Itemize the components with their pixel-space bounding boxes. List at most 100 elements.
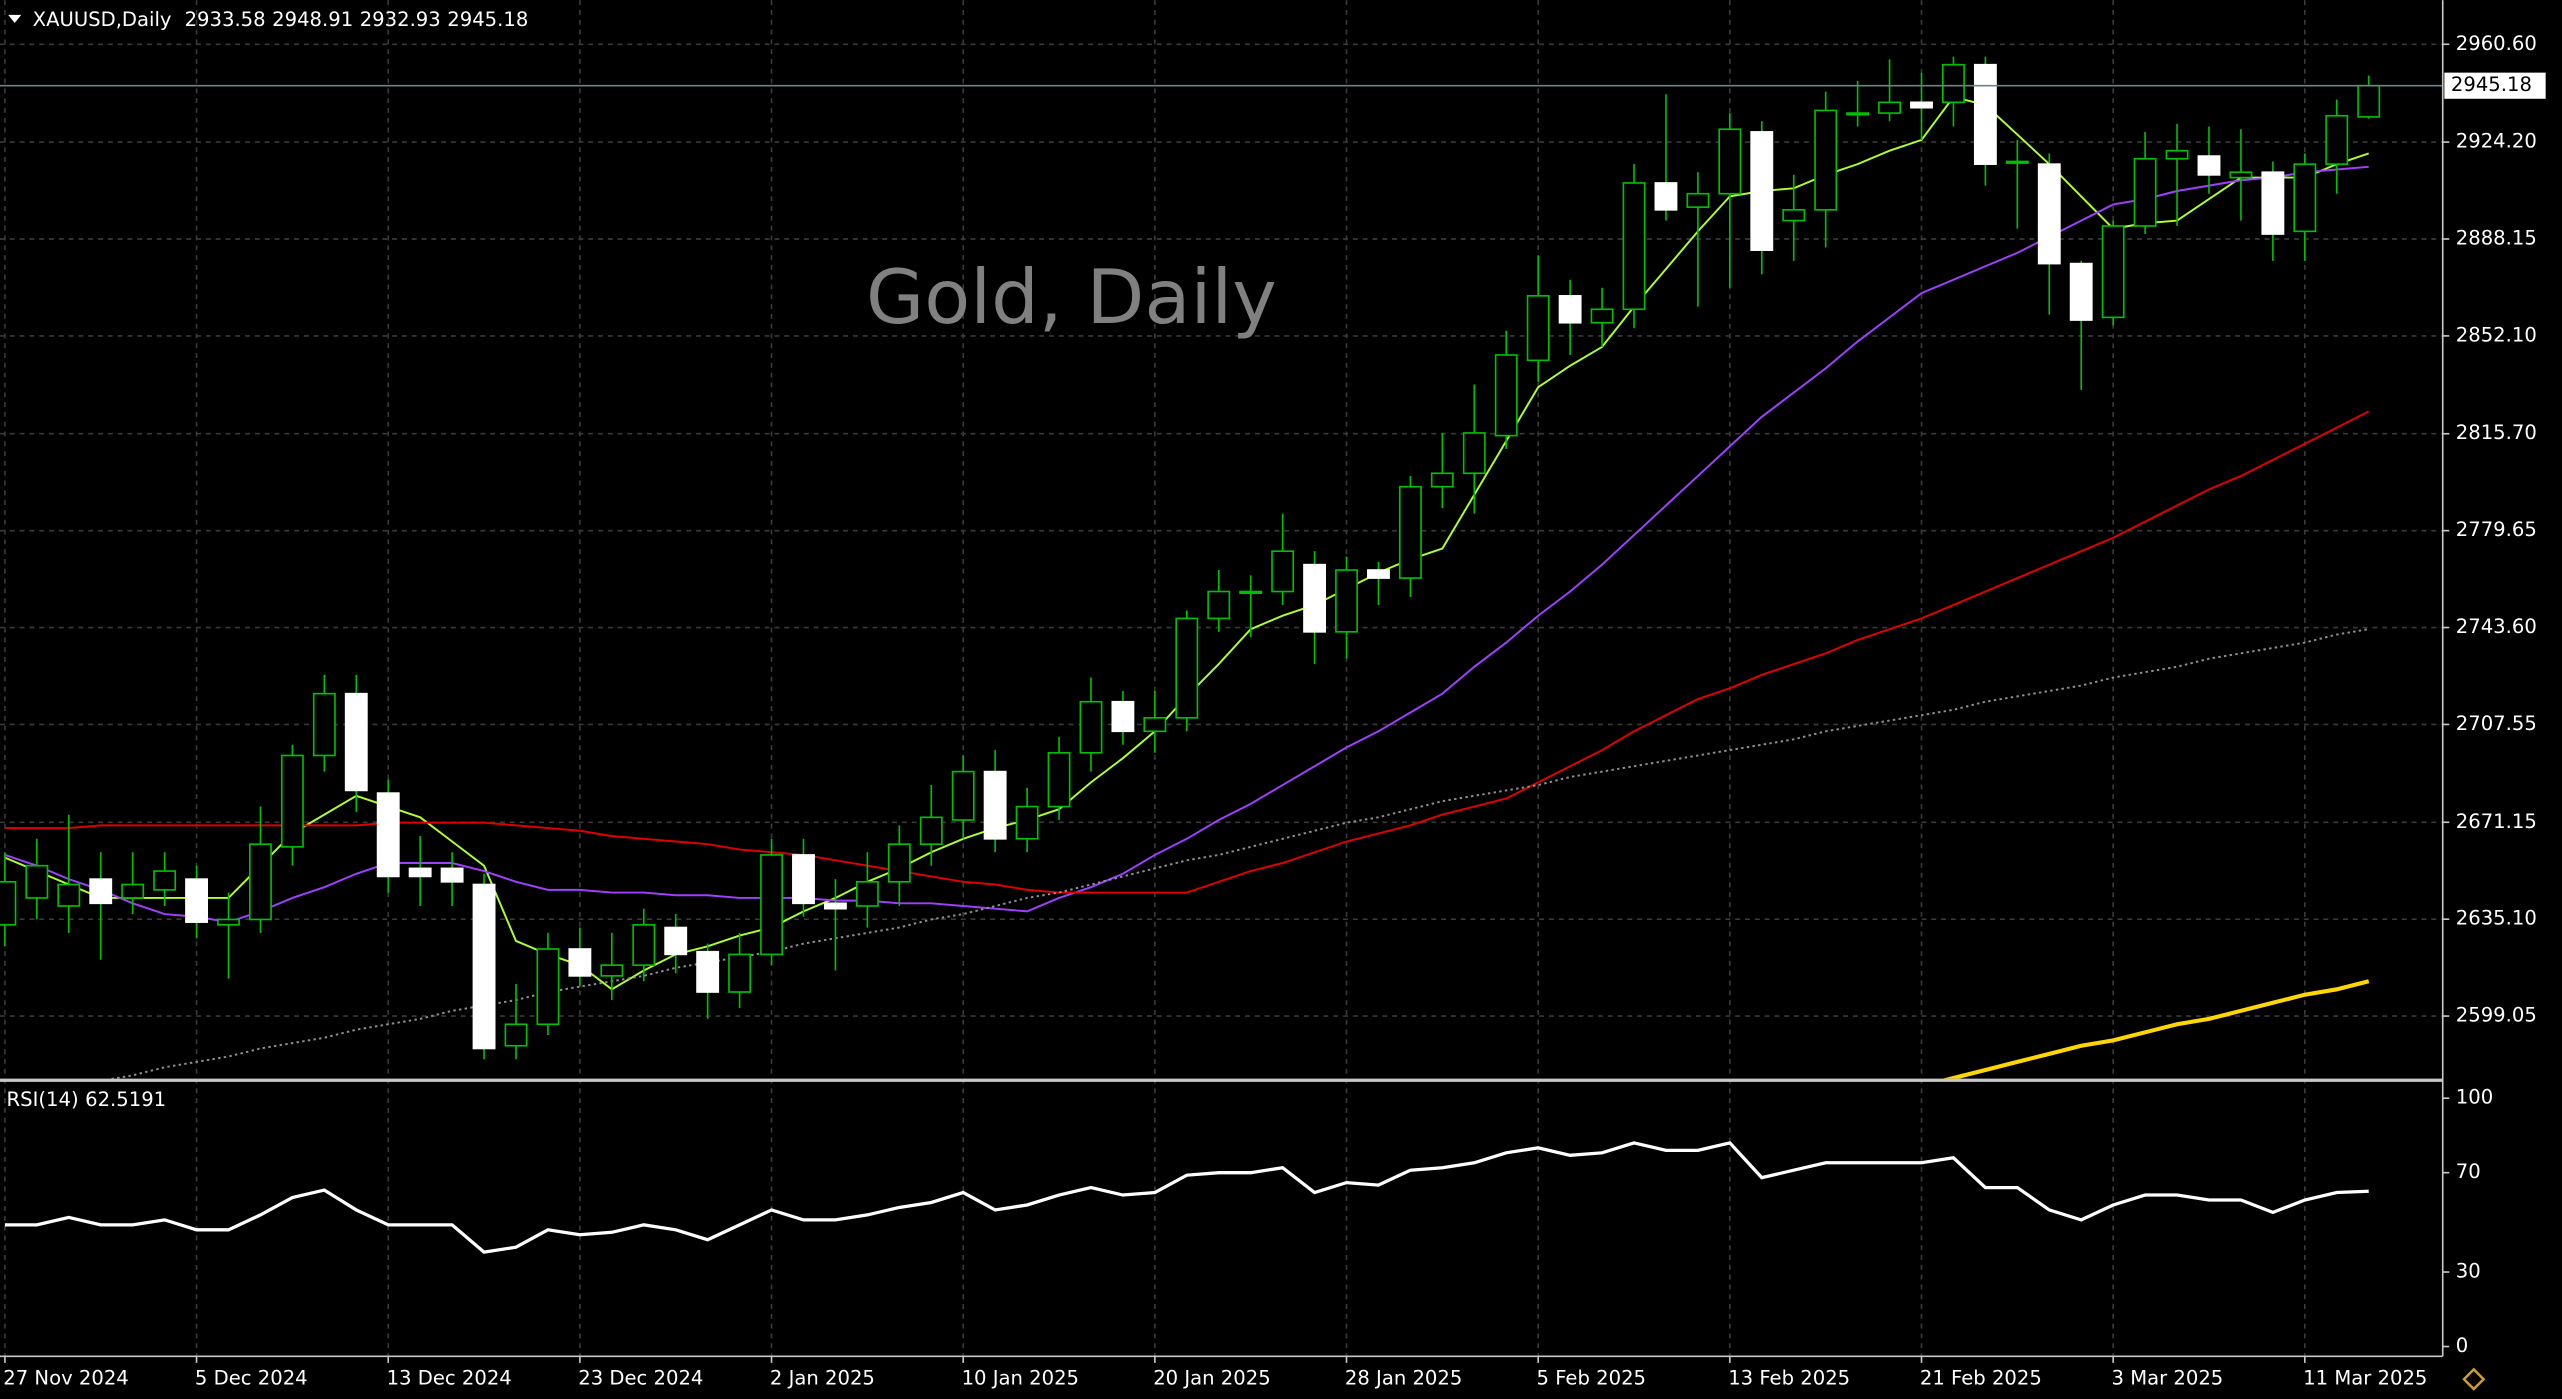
x-tick-label: 13 Feb 2025 [1728,1367,1850,1390]
candle-body-up [25,864,49,899]
candle-body-up [1782,209,1806,222]
rsi-header: RSI(14) 62.5191 [7,1087,167,1110]
candle-body-up [1335,569,1358,633]
candle-body-down [823,902,847,910]
candle-body-up [2229,171,2253,179]
candle-body-up [2165,149,2189,160]
x-tick-label: 2 Jan 2025 [770,1367,875,1390]
moving-average [1942,979,2370,1079]
candle-body-up [1079,700,1103,754]
candle-body-up [1398,485,1422,579]
candle-body-up [632,924,656,966]
x-tick-label: 11 Mar 2025 [2303,1367,2427,1390]
candle-body-up [1271,550,1295,593]
x-tick-label: 5 Dec 2024 [195,1367,308,1390]
candle-body-up [1942,63,1965,104]
candle-body-up [951,770,975,821]
y-tick-label: 100 [2456,1086,2493,1109]
candle-body-up [249,843,272,921]
candle-body-down [185,878,208,923]
grid [0,0,2443,1357]
symbol: XAUUSD,Daily [33,7,172,30]
candle-body-down [1558,295,1582,324]
y-tick-label: 2852.10 [2456,323,2537,346]
rsi-value: 62.5191 [85,1087,166,1110]
candle-body-up [153,870,177,891]
moving-average [107,628,2369,1079]
x-tick-label: 23 Dec 2024 [578,1367,703,1390]
candle-body-up [1526,295,1550,362]
candle-body-down [376,792,400,878]
candle-body-up [1015,805,1039,840]
candle-body-up [1846,112,1870,116]
candle-body-down [1367,569,1390,579]
candle-body-up [1239,590,1263,594]
candle-body-down [1910,101,1933,109]
x-tick-label: 10 Jan 2025 [962,1367,1079,1390]
candle-body-up [2005,160,2029,164]
x-tick-label: 5 Feb 2025 [1537,1367,1646,1390]
candle-body-up [1207,590,1231,620]
y-tick-label: 2743.60 [2456,615,2537,638]
low-value: 2932.93 [360,7,441,30]
candle-body-down [983,770,1007,840]
candle-body-up [1590,308,1614,324]
collapse-icon[interactable] [8,14,22,24]
candle-body-up [1047,751,1071,808]
candle-body-down [440,867,464,883]
candle-body-down [1303,563,1327,633]
candle-body-down [1654,182,1678,211]
open-value: 2933.58 [185,7,266,30]
candle-body-down [2069,262,2093,321]
x-tick-label: 3 Mar 2025 [2112,1367,2224,1390]
y-tick-label: 2779.65 [2456,518,2537,541]
candle-body-up [600,964,624,977]
candle-body-up [217,918,240,926]
candle-body-up [1622,182,1646,311]
candle-body-up [1430,472,1454,488]
candle-body-down [344,692,368,792]
candle-body-up [855,880,879,907]
candle-body-up [280,754,304,848]
candle-body-up [728,953,752,993]
candle-body-down [568,948,592,977]
x-tick-label: 28 Jan 2025 [1345,1367,1462,1390]
candle-body-down [664,926,688,956]
x-tick-label: 21 Feb 2025 [1920,1367,2042,1390]
candle-body-up [536,948,560,1026]
symbol-header: XAUUSD,Daily 2933.58 2948.91 2932.93 2945.18 [33,7,529,30]
candle-body-up [2357,84,2381,118]
y-tick-label: 2815.70 [2456,421,2537,444]
candle-body-up [0,880,17,926]
candle-body-up [1878,101,1901,114]
logo [2462,1367,2486,1391]
last-price-box [2444,72,2546,99]
watermark: Gold, Daily [866,253,1277,341]
candle-body-up [2101,225,2125,319]
candle-body-up [887,843,911,883]
y-tick-label: 2924.20 [2456,130,2537,153]
candle-body-up [2293,163,2317,233]
candle-body-up [760,854,783,956]
candle-body-up [1143,717,1167,733]
y-tick-label: 0 [2456,1334,2468,1357]
candle-body-up [1494,354,1518,437]
candle-body-up [1175,617,1199,719]
rsi-panel [4,1141,2369,1254]
y-tick-label: 2960.60 [2456,32,2537,55]
candle-body-up [312,692,336,757]
candle-body-down [1973,63,1997,165]
candle-body-up [2325,114,2349,165]
candle-body-down [2261,171,2285,235]
x-tick-label: 20 Jan 2025 [1153,1367,1270,1390]
rsi-title: RSI(14) [7,1087,79,1110]
y-tick-label: 2707.55 [2456,712,2537,735]
candle-body-up [121,883,145,899]
rsi-line [4,1141,2369,1254]
candle-body-down [1111,700,1135,733]
candle-body-down [696,950,720,993]
candle-body-up [57,883,81,907]
high-value: 2948.91 [272,7,353,30]
